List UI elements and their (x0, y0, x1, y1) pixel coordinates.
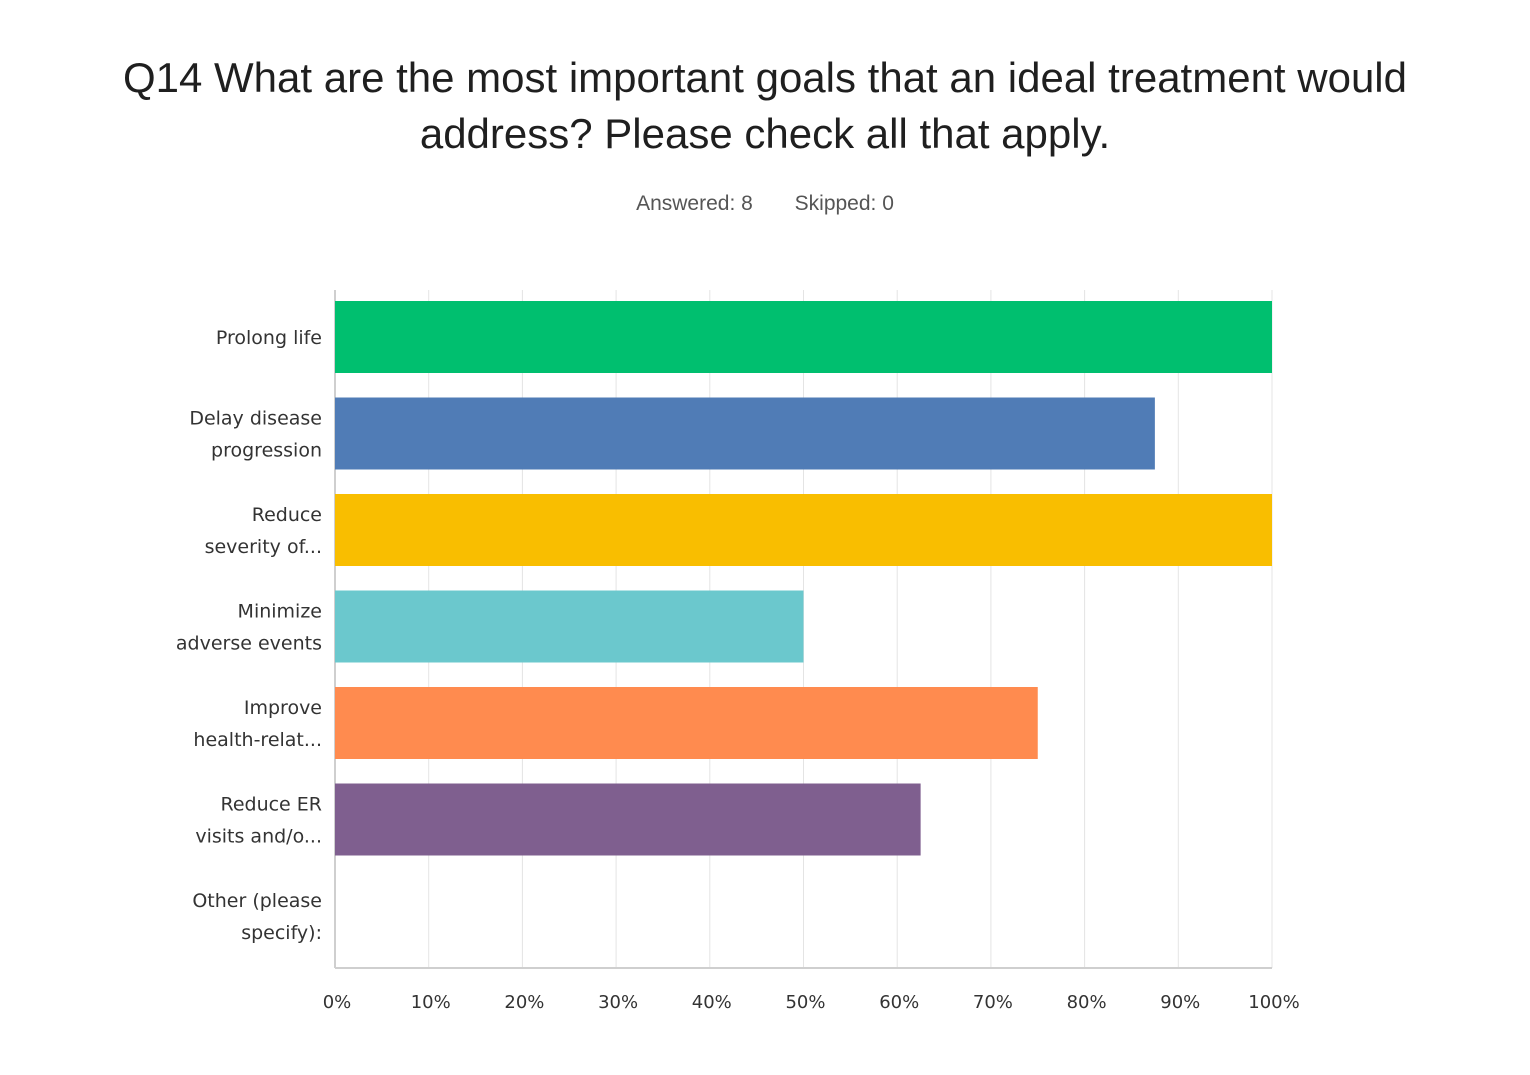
bar (335, 397, 1155, 470)
bar (335, 494, 1272, 566)
category-label: health-relat... (193, 729, 322, 751)
x-tick-label: 90% (1160, 992, 1200, 1013)
x-tick-label: 100% (1248, 992, 1299, 1013)
category-label: Delay disease (189, 408, 322, 430)
skipped-count: Skipped: 0 (794, 192, 894, 215)
category-label: Minimize (238, 601, 322, 623)
category-label: Improve (244, 697, 322, 719)
bar (335, 301, 1272, 373)
bar (335, 687, 1038, 759)
x-tick-label: 80% (1067, 992, 1107, 1013)
chart-title: Q14 What are the most important goals th… (0, 50, 1530, 162)
response-stats: Answered: 8 Skipped: 0 (0, 192, 1530, 216)
x-tick-label: 40% (692, 992, 732, 1013)
category-label: adverse events (176, 633, 322, 655)
category-label: visits and/o... (195, 826, 322, 848)
x-tick-label: 20% (504, 992, 544, 1013)
x-tick-label: 70% (973, 992, 1013, 1013)
category-label: Reduce (252, 504, 322, 526)
category-label: severity of... (205, 536, 322, 558)
category-label: progression (211, 440, 322, 462)
category-label: Other (please (192, 890, 322, 912)
x-tick-label: 50% (785, 992, 825, 1013)
chart-title-line-1: Q14 What are the most important goals th… (122, 54, 1407, 101)
bar (335, 590, 804, 663)
x-tick-label: 0% (323, 992, 352, 1013)
x-tick-label: 10% (411, 992, 451, 1013)
category-label: Prolong life (216, 327, 322, 349)
answered-count: Answered: 8 (636, 192, 753, 215)
category-label: Reduce ER (220, 794, 322, 816)
chart-title-line-2: address? Please check all that apply. (419, 110, 1111, 157)
bar (335, 783, 921, 856)
x-tick-label: 60% (879, 992, 919, 1013)
x-tick-label: 30% (598, 992, 638, 1013)
category-label: specify): (241, 922, 322, 944)
